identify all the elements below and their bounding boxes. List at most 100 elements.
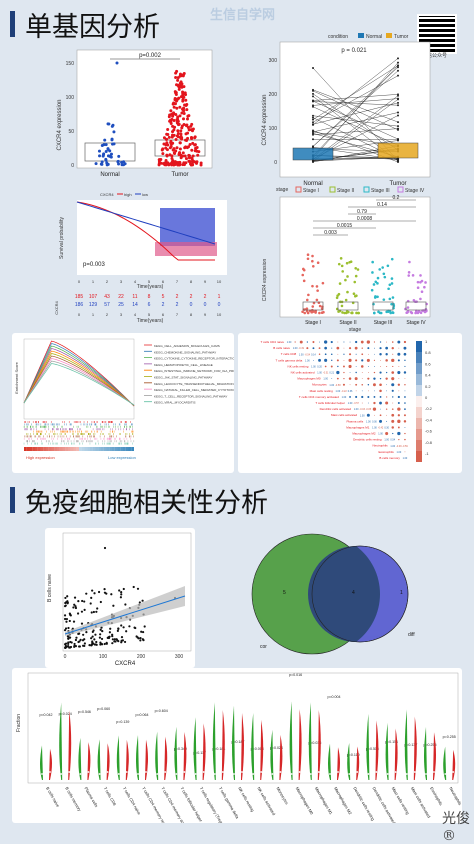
data-point: [408, 261, 411, 264]
title-accent-bar: [10, 11, 15, 37]
data-point: [336, 294, 339, 297]
data-point: [307, 294, 310, 297]
pair-point: [312, 119, 314, 121]
data-point: [190, 136, 193, 139]
data-point: [316, 299, 319, 302]
data-point: [116, 160, 119, 163]
risk-value-low: 129: [89, 302, 98, 308]
data-point: [388, 283, 391, 286]
corr-value: 1.00: [342, 396, 347, 399]
data-point: [121, 640, 123, 642]
legend-pathway: KEGG_CHEMOKINE_SIGNALING_PATHWAY: [154, 350, 216, 354]
rank-band: [131, 447, 134, 451]
rank-band: [74, 447, 77, 451]
data-point: [114, 638, 116, 640]
data-point: [407, 274, 410, 277]
scale-label: 0.6: [425, 361, 431, 366]
data-point: [75, 637, 77, 639]
rank-band: [49, 447, 52, 451]
corr-circle: [361, 384, 363, 386]
data-point: [357, 268, 360, 271]
x-tick-label: 5: [148, 312, 151, 317]
data-point: [169, 109, 172, 112]
corr-circle: [331, 353, 333, 355]
corr-circle: [404, 396, 406, 398]
p-value-label: p=0.003: [83, 262, 106, 268]
corr-circle: [349, 347, 351, 349]
corr-circle: [337, 366, 338, 367]
data-point: [178, 88, 181, 91]
data-point: [174, 150, 177, 153]
corr-circle: [405, 390, 406, 391]
data-point: [377, 277, 380, 280]
corr-circle: [367, 347, 369, 349]
row-label: Macrophages M0: [297, 377, 321, 381]
corr-circle: [368, 354, 369, 355]
data-point: [104, 547, 106, 549]
x-axis-label: CXCR4: [115, 661, 136, 667]
corr-circle: [386, 415, 387, 416]
corr-circle: [379, 383, 382, 386]
violin-median: [260, 771, 262, 773]
corr-circle: [337, 378, 339, 380]
scale-band: [416, 440, 422, 451]
data-point: [65, 621, 67, 623]
x-tick-label: 9: [204, 279, 207, 284]
legend-key: [398, 187, 403, 192]
corr-circle: [398, 348, 399, 349]
y-tick-label: 50: [68, 129, 74, 135]
corr-circle: [398, 359, 400, 361]
pair-point: [312, 90, 314, 92]
data-point: [69, 646, 71, 648]
x-tick-label: 300: [175, 654, 184, 660]
data-point: [344, 279, 347, 282]
violin-median: [80, 773, 82, 775]
data-point: [411, 312, 414, 315]
risk-value-high: 5: [162, 294, 165, 300]
data-point: [176, 118, 179, 121]
rank-band: [112, 447, 115, 451]
corr-value: 1.00: [366, 420, 371, 423]
rank-band: [98, 447, 101, 451]
p-value-label: 0.003: [324, 230, 337, 236]
x-tick-label: Mast cells resting: [391, 786, 411, 815]
x-tick-label: 1: [92, 279, 95, 284]
rank-band: [41, 447, 44, 451]
data-point: [112, 638, 114, 640]
y-axis-label: B cells naive: [47, 574, 53, 602]
corr-value: 0.21: [329, 372, 334, 375]
data-point: [84, 642, 86, 644]
data-point: [66, 600, 68, 602]
data-point: [182, 96, 185, 99]
scale-band: [416, 429, 422, 440]
violin-median: [107, 771, 109, 773]
data-point: [341, 270, 344, 273]
section-title-single-gene: 单基因分析: [10, 2, 160, 46]
legend-key-normal: [358, 33, 364, 38]
low-label: Low expression: [108, 455, 136, 460]
pair-point: [312, 95, 314, 97]
violin-median: [376, 771, 378, 773]
legend-key: [296, 187, 301, 192]
data-point: [371, 271, 374, 274]
y-axis-label: CXCR4 expression: [262, 259, 268, 302]
corr-circle: [374, 366, 375, 367]
data-point: [177, 132, 180, 135]
corr-value: 1.00: [378, 433, 383, 436]
data-point: [120, 624, 122, 626]
corr-circle: [379, 347, 381, 349]
scale-label: 0.4: [425, 373, 431, 378]
plot-area: [280, 197, 430, 317]
pair-point: [312, 93, 314, 95]
data-point: [182, 107, 185, 110]
x-tick-label: B cells memory: [64, 786, 82, 812]
data-point: [301, 274, 304, 277]
pair-point: [312, 123, 314, 125]
row-label: Monocytes: [312, 383, 327, 387]
data-point: [66, 595, 68, 597]
corr-value: 0.54: [390, 439, 395, 442]
data-point: [142, 600, 144, 602]
scale-band: [416, 374, 422, 385]
corr-circle: [373, 402, 375, 404]
